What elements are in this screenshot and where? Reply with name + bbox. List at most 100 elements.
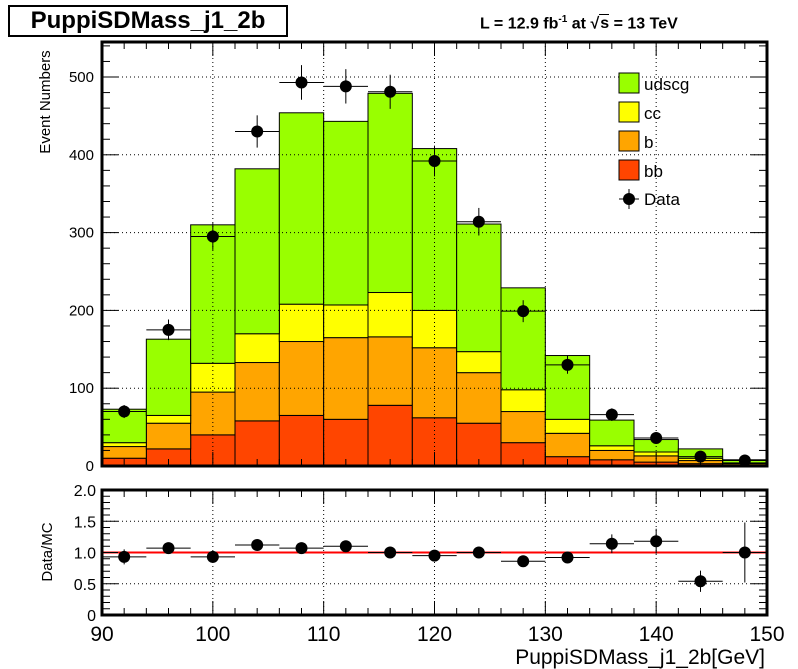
data-point [605, 408, 618, 421]
ratio-point [384, 546, 397, 559]
ratio-point [206, 550, 219, 563]
bar-bb [367, 404, 413, 467]
ratio-point [561, 551, 574, 564]
ytick-label: 200 [69, 302, 94, 319]
y-axis-label: Event Numbers [37, 50, 54, 153]
bar-cc [456, 351, 502, 374]
data-point [428, 155, 441, 168]
data-series [102, 65, 767, 467]
bar-b [145, 422, 192, 450]
ratio-ytick-label: 1.0 [74, 546, 96, 563]
legend-swatch-udscg [618, 72, 640, 94]
bar-b [278, 341, 325, 416]
bar-cc [544, 418, 591, 434]
bar-cc [190, 362, 236, 393]
bar-b [367, 336, 413, 406]
ratio-point [251, 539, 264, 551]
legend-swatch-b [618, 130, 640, 152]
bar-udscg [589, 419, 635, 447]
bar-udscg [323, 120, 369, 306]
legend-data-marker [623, 193, 635, 205]
ratio-point [472, 546, 485, 559]
data-point [694, 450, 707, 463]
ratio-ytick-label: 0.5 [74, 577, 96, 594]
ratio-point [339, 540, 352, 553]
ytick-label: 0 [86, 458, 94, 475]
ratio-y-axis-label: Data/MC [39, 522, 56, 581]
ratio-ticks: 0 0.5 1.0 1.5 2.0 90 100 110 120 130 140 150 [74, 483, 785, 646]
ratio-point [650, 535, 663, 548]
legend-label-cc: cc [644, 104, 662, 123]
bar-cc [589, 445, 635, 451]
bar-udscg [367, 92, 413, 294]
bar-b [323, 337, 369, 420]
data-point [251, 125, 264, 138]
ratio-point [738, 546, 751, 559]
bar-cc [278, 303, 325, 343]
legend-swatch-bb [618, 159, 640, 181]
ratio-ytick-label: 2.0 [74, 483, 96, 500]
ratio-point [295, 542, 308, 555]
bar-bb [323, 418, 369, 467]
bar-udscg [278, 112, 325, 305]
bar-cc [367, 292, 413, 338]
data-point [517, 305, 530, 318]
ytick-label: 100 [69, 380, 94, 397]
data-point [162, 323, 175, 336]
main-ticks: 0 100 200 300 400 500 [69, 42, 767, 475]
xtick-label: 150 [749, 623, 784, 646]
xtick-label: 110 [307, 623, 340, 646]
data-point [295, 76, 308, 89]
ytick-label: 300 [69, 225, 94, 242]
legend-label-b: b [644, 133, 653, 152]
ratio-point [118, 550, 131, 563]
bar-udscg [456, 223, 502, 353]
ytick-label: 500 [69, 69, 94, 86]
legend-label-bb: bb [644, 162, 663, 181]
ratio-point [694, 575, 707, 588]
data-point [206, 230, 219, 243]
lumi-mid: at [567, 15, 591, 33]
xtick-label: 90 [90, 623, 113, 646]
data-point [650, 431, 663, 444]
bar-cc [323, 304, 369, 339]
legend-label-data: Data [644, 190, 680, 209]
ratio-point [428, 549, 441, 562]
bar-cc [500, 389, 546, 413]
bar-udscg [234, 168, 280, 335]
plot-title: PuppiSDMass_j1_2b [8, 5, 288, 37]
xtick-label: 130 [528, 623, 563, 646]
data-point [561, 358, 574, 371]
series-cc [101, 292, 768, 465]
x-axis-label: PuppiSDMass_j1_2b[GeV] [515, 646, 765, 669]
ytick-label: 400 [69, 147, 94, 164]
bar-b [544, 432, 591, 458]
data-point [472, 215, 485, 228]
bar-bb [278, 414, 325, 467]
ratio-point [517, 555, 530, 568]
bar-b [101, 446, 147, 459]
bar-udscg [145, 338, 192, 416]
xtick-label: 120 [417, 623, 452, 646]
bar-b [589, 449, 635, 461]
data-point [339, 80, 352, 93]
xtick-label: 100 [195, 623, 230, 646]
bar-b [456, 372, 502, 424]
sqrt-symbol: √ [590, 15, 600, 33]
bar-cc [145, 414, 192, 424]
bar-cc [101, 442, 147, 448]
legend-swatch-cc [618, 101, 640, 123]
data-point [384, 85, 397, 98]
ratio-plot: 0 0.5 1.0 1.5 2.0 90 100 110 120 130 140 150 Data/MC… [39, 483, 785, 669]
lumi-suffix: = 13 TeV [609, 15, 678, 33]
legend-label-udscg: udscg [644, 75, 689, 94]
lumi-prefix: L = 12.9 fb [480, 15, 559, 33]
ratio-point [605, 537, 618, 550]
lumi-exponent: -1 [558, 14, 568, 25]
sqrt-s: s [599, 14, 610, 33]
data-point [118, 405, 131, 418]
bar-udscg [101, 408, 147, 444]
